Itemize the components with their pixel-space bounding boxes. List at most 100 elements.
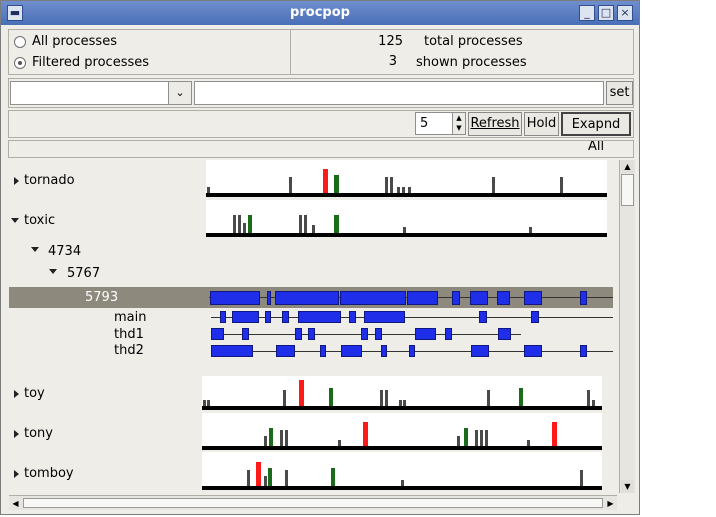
process-tomboy-label[interactable]: tomboy [24, 466, 74, 481]
spike [492, 177, 495, 193]
spike [402, 187, 405, 193]
cpu-block [265, 311, 271, 323]
cpu-block [415, 328, 436, 340]
cpu-block [211, 345, 253, 357]
spike [527, 440, 530, 446]
scroll-left-icon[interactable]: ◀ [12, 499, 19, 508]
filtered-processes-label[interactable]: Filtered processes [32, 55, 150, 70]
horizontal-scrollbar[interactable]: ◀ ▶ [9, 495, 617, 510]
window-menu-icon[interactable]: ▬ [7, 5, 23, 21]
thread-thd2-label[interactable]: thd2 [114, 343, 144, 358]
pattern-input[interactable] [194, 81, 604, 105]
cpu-block [580, 345, 587, 357]
cpu-block [298, 311, 341, 323]
interval-spinbox[interactable]: 5 ▲ ▼ [415, 112, 466, 135]
hscroll-thumb[interactable] [23, 498, 603, 508]
cpu-block [242, 328, 249, 340]
cpu-block [445, 328, 452, 340]
spike [264, 476, 267, 486]
tony-baseline [202, 446, 602, 450]
cpu-block [361, 328, 368, 340]
spike-green [268, 468, 272, 486]
spike [207, 187, 210, 193]
filtered-processes-radio[interactable] [14, 57, 26, 69]
spin-down-icon[interactable]: ▼ [452, 123, 465, 134]
chevron-down-icon[interactable]: ⌄ [168, 82, 191, 104]
spike-green [464, 428, 468, 446]
title-bar[interactable]: ▬ procpop _ □ × [1, 1, 639, 25]
pid-5793-row[interactable]: 5793 [9, 287, 613, 308]
spike-red [299, 380, 304, 406]
process-toxic-label[interactable]: toxic [24, 213, 56, 228]
pid-5767-label[interactable]: 5767 [67, 266, 101, 281]
close-icon[interactable]: × [617, 5, 633, 21]
thread-main-timeline [211, 317, 613, 318]
spike-green [334, 215, 339, 233]
collapse-5767-icon[interactable] [49, 269, 57, 274]
spike [264, 436, 267, 446]
process-toy-label[interactable]: toy [24, 386, 45, 401]
spike [247, 470, 250, 486]
scroll-right-icon[interactable]: ▶ [607, 499, 614, 508]
spike-red [363, 422, 368, 446]
process-combo[interactable]: ⌄ [10, 81, 192, 105]
cpu-block [497, 291, 510, 305]
spike-red [256, 462, 261, 486]
spike [338, 440, 341, 446]
total-label: total processes [424, 34, 523, 49]
collapse-toxic-icon[interactable] [11, 218, 19, 223]
spike-green [331, 468, 335, 486]
cpu-block [580, 291, 587, 305]
spike [280, 430, 283, 446]
refresh-button[interactable]: Refresh [468, 112, 522, 136]
expand-tomboy-icon[interactable] [14, 470, 19, 478]
spike [380, 390, 383, 406]
expand-tony-icon[interactable] [14, 430, 19, 438]
expand-all-button[interactable]: Exapnd All [561, 112, 631, 154]
scroll-up-icon[interactable]: ▲ [621, 160, 634, 173]
thread-thd1-label[interactable]: thd1 [114, 327, 144, 342]
cpu-block [340, 291, 406, 305]
process-tony-label[interactable]: tony [24, 426, 53, 441]
spike [592, 400, 595, 406]
cpu-block [220, 311, 226, 323]
window-title: procpop [290, 5, 350, 20]
spike [238, 215, 241, 233]
thread-main-label[interactable]: main [114, 310, 147, 325]
collapse-4734-icon[interactable] [31, 247, 39, 252]
spike [560, 177, 563, 193]
spike-green [329, 388, 333, 406]
set-button[interactable]: set [606, 81, 633, 105]
pid-5793-label[interactable]: 5793 [85, 290, 119, 305]
cpu-block [295, 328, 302, 340]
cpu-block [381, 345, 387, 357]
spike [580, 470, 583, 486]
pid-4734-label[interactable]: 4734 [48, 244, 82, 259]
spike [403, 227, 406, 233]
minimize-icon[interactable]: _ [579, 5, 595, 21]
vscroll-thumb[interactable] [621, 174, 634, 206]
tornado-timeline [206, 160, 607, 197]
shown-label: shown processes [416, 55, 527, 70]
spike-green [269, 428, 273, 446]
process-tornado-label[interactable]: tornado [24, 173, 75, 188]
spike [480, 430, 483, 446]
spike-green [334, 175, 339, 193]
all-processes-radio[interactable] [14, 36, 26, 48]
spike [233, 215, 236, 233]
spike [487, 390, 490, 406]
cpu-block [470, 291, 488, 305]
cpu-block [524, 345, 542, 357]
maximize-icon[interactable]: □ [598, 5, 614, 21]
toxic-timeline [206, 200, 607, 237]
vertical-scrollbar[interactable]: ▲ ▼ [619, 160, 635, 493]
spike [289, 177, 292, 193]
total-count: 125 [378, 34, 403, 49]
cpu-block [267, 291, 271, 305]
hold-button[interactable]: Hold [524, 112, 559, 136]
expand-tornado-icon[interactable] [14, 177, 19, 185]
panel-divider [290, 30, 291, 74]
expand-toy-icon[interactable] [14, 390, 19, 398]
scroll-down-icon[interactable]: ▼ [621, 480, 634, 493]
all-processes-label[interactable]: All processes [32, 34, 117, 49]
